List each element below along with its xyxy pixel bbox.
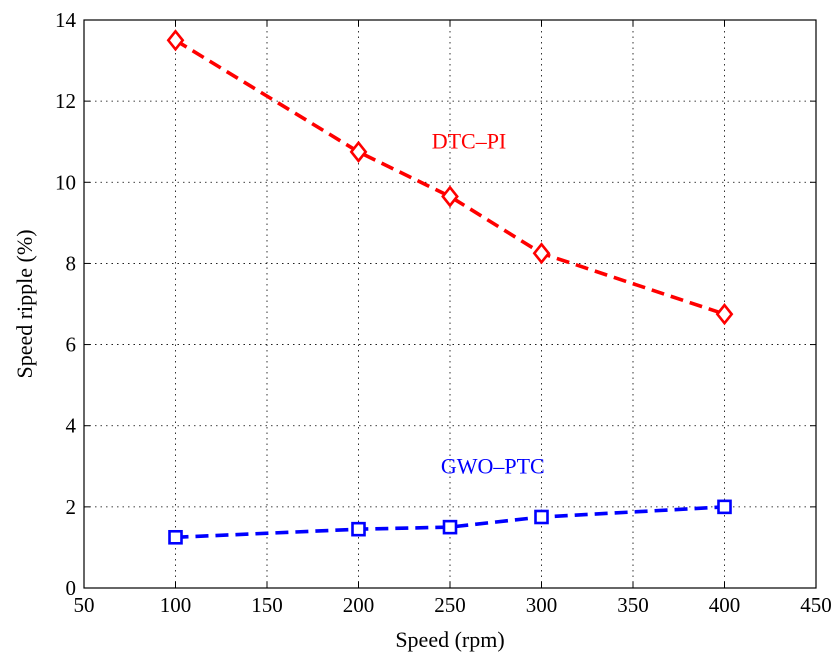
x-tick-label: 300 (526, 593, 558, 617)
x-tick-label: 350 (617, 593, 649, 617)
y-tick-label: 10 (55, 170, 76, 194)
data-point-marker (441, 185, 459, 208)
series-0: DTC–PI (166, 29, 734, 326)
y-tick-label: 8 (66, 251, 77, 275)
grid-lines (84, 20, 816, 588)
series-line (175, 505, 725, 540)
x-tick-label: 250 (434, 593, 466, 617)
x-tick-label: 50 (74, 593, 95, 617)
x-tick-label: 200 (343, 593, 375, 617)
data-point-marker (168, 529, 183, 545)
x-tick-label: 450 (800, 593, 832, 617)
series-label: GWO–PTC (441, 453, 545, 478)
x-tick-label: 150 (251, 593, 283, 617)
data-point-marker (717, 499, 732, 515)
series-label: DTC–PI (432, 129, 507, 154)
axis-ticks: 50 100 150 200 250 300 350 400 450 0 2 4 6 8 10 12 14 (55, 8, 832, 617)
data-point-marker (351, 521, 366, 537)
x-tick-label: 400 (709, 593, 741, 617)
data-point-marker (166, 29, 185, 52)
data-point-marker (442, 519, 458, 535)
y-tick-label: 2 (66, 495, 77, 519)
y-tick-label: 14 (55, 8, 77, 32)
y-tick-label: 0 (66, 576, 77, 600)
data-point-marker (534, 509, 549, 525)
y-axis-title: Speed ripple (%) (12, 229, 37, 378)
data-point-marker (715, 303, 734, 326)
series-layer: DTC–PI GWO–PTC (166, 29, 734, 545)
series-1: GWO–PTC (168, 453, 732, 545)
y-tick-label: 12 (55, 89, 76, 113)
y-tick-label: 6 (66, 333, 77, 357)
x-tick-label: 100 (160, 593, 192, 617)
x-axis-title: Speed (rpm) (395, 627, 504, 652)
series-line (174, 38, 726, 316)
y-tick-label: 4 (66, 414, 77, 438)
data-point-marker (532, 242, 551, 265)
data-point-marker (349, 140, 368, 163)
